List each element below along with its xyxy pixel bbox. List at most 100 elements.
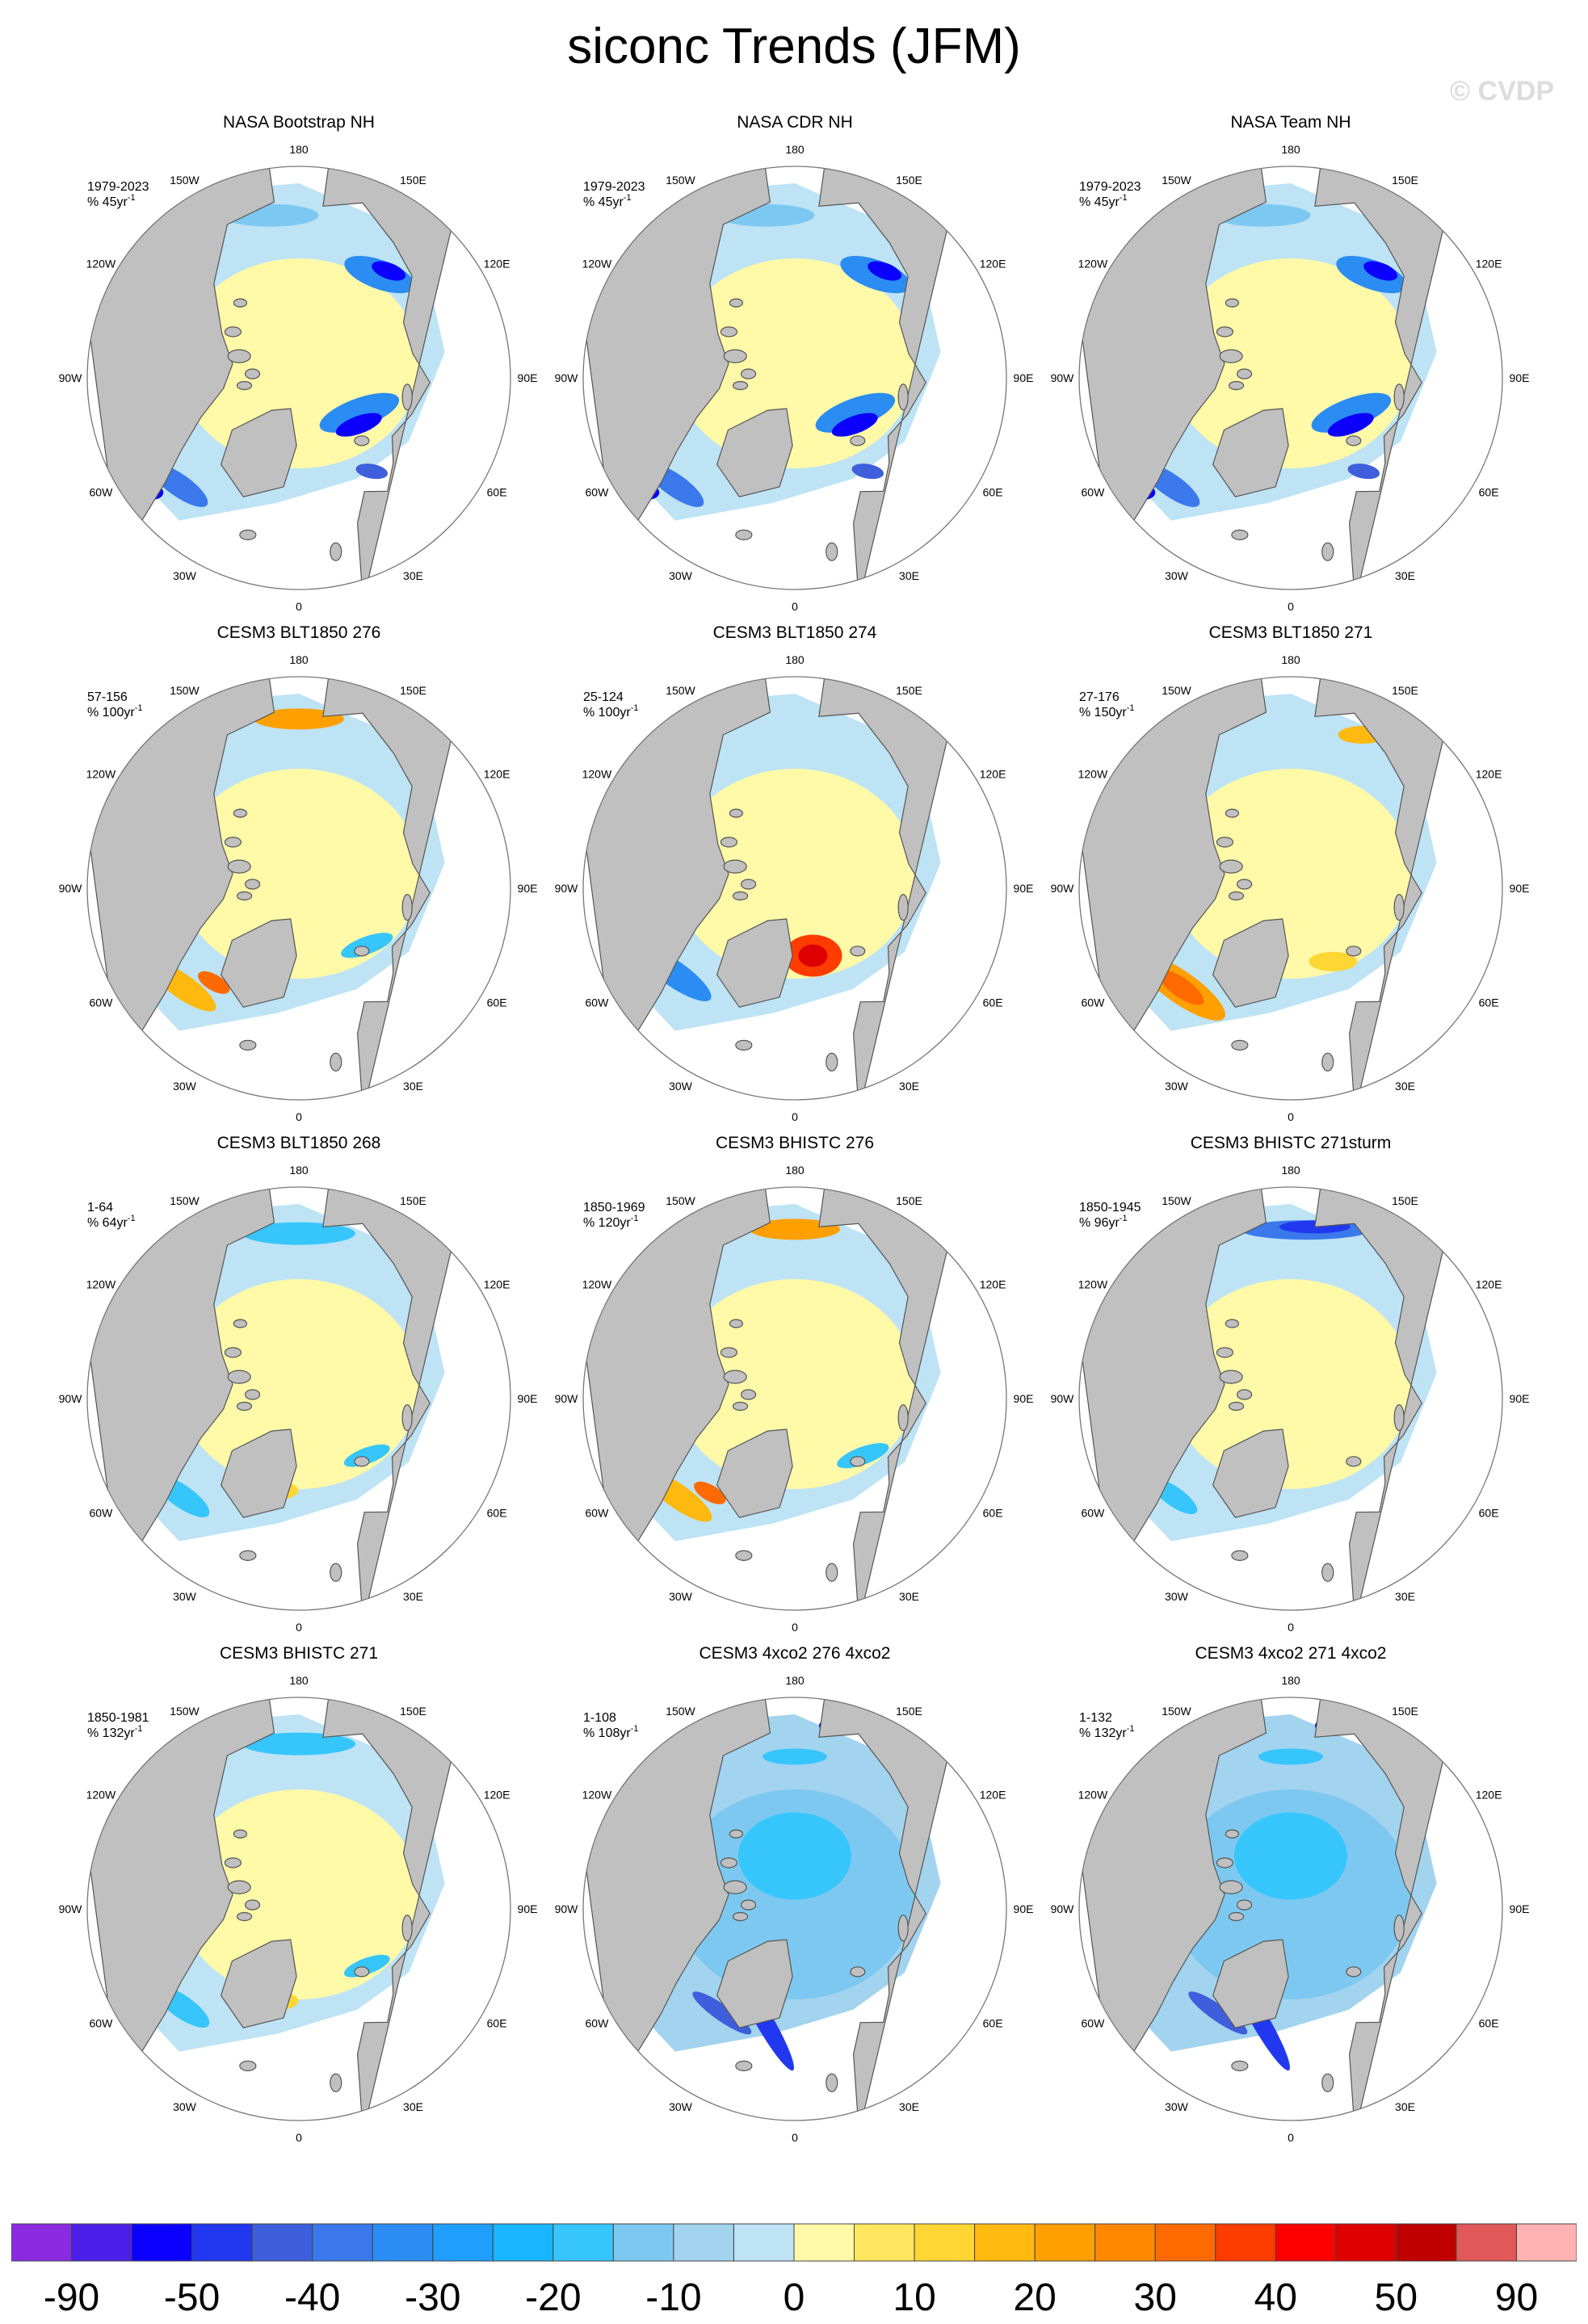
longitude-label: 0 xyxy=(296,600,302,613)
longitude-label: 90W xyxy=(555,1392,579,1405)
colorbar-swatch xyxy=(854,2223,915,2262)
longitude-label: 120W xyxy=(86,1278,116,1291)
longitude-label: 150E xyxy=(896,684,922,697)
longitude-label: 90E xyxy=(1510,1392,1530,1405)
longitude-label: 0 xyxy=(792,2131,798,2144)
map-panel: CESM3 4xco2 276 4xco2 1-108% 108yr-1 180 15… xyxy=(555,1644,1034,2144)
longitude-label: 90E xyxy=(518,1392,538,1405)
longitude-label: 150E xyxy=(1392,1194,1418,1207)
map-panel: CESM3 4xco2 271 4xco2 1-132% 132yr-1 180 15… xyxy=(1051,1644,1530,2144)
panel-title: CESM3 BLT1850 274 xyxy=(713,623,877,642)
panel-trend-units: % 100yr-1 xyxy=(87,703,142,719)
longitude-label: 30E xyxy=(1395,569,1415,582)
longitude-label: 180 xyxy=(289,1674,309,1687)
longitude-label: 90W xyxy=(1051,1392,1075,1405)
map-panel: CESM3 BLT1850 276 57-156% 100yr-1 180 150E 1… xyxy=(59,623,538,1123)
longitude-label: 150E xyxy=(400,174,426,187)
longitude-label: 150E xyxy=(896,1194,922,1207)
longitude-label: 0 xyxy=(296,2131,302,2144)
panel-period: 57-156 xyxy=(87,690,128,704)
longitude-label: 120W xyxy=(86,768,116,781)
longitude-label: 60W xyxy=(1082,2017,1106,2030)
longitude-label: 30E xyxy=(403,1080,423,1093)
longitude-label: 150W xyxy=(666,1705,695,1718)
colorbar-swatch xyxy=(1215,2223,1276,2262)
longitude-label: 120W xyxy=(582,1278,612,1291)
colorbar-tick-label: 40 xyxy=(1254,2276,1297,2319)
colorbar-tick-label: -10 xyxy=(645,2276,702,2319)
panel-trend-units: % 45yr-1 xyxy=(87,193,136,209)
colorbar-tick-label: 20 xyxy=(1013,2276,1057,2319)
longitude-label: 150W xyxy=(170,684,200,697)
longitude-label: 150E xyxy=(1392,1705,1418,1718)
panel-period: 1-132 xyxy=(1079,1711,1112,1725)
panel-title: NASA CDR NH xyxy=(737,113,853,132)
map-boundary xyxy=(1078,1697,1503,2121)
longitude-label: 150E xyxy=(1392,174,1418,187)
longitude-label: 60E xyxy=(1479,486,1499,499)
colorbar-swatch xyxy=(1456,2223,1517,2262)
longitude-label: 0 xyxy=(296,1110,302,1123)
panel-trend-units: % 108yr-1 xyxy=(583,1724,638,1740)
longitude-label: 60W xyxy=(90,1507,114,1520)
longitude-label: 60E xyxy=(1479,2017,1499,2030)
panel-title: CESM3 BHISTC 271sturm xyxy=(1191,1134,1392,1152)
panel-trend-units: % 100yr-1 xyxy=(583,703,638,719)
watermark: © CVDP xyxy=(1450,76,1554,107)
longitude-label: 60E xyxy=(983,486,1003,499)
longitude-label: 120E xyxy=(484,1789,510,1802)
longitude-label: 60E xyxy=(983,1507,1003,1520)
longitude-label: 120E xyxy=(484,768,510,781)
longitude-label: 60E xyxy=(1479,996,1499,1009)
panel-trend-units: % 120yr-1 xyxy=(583,1214,638,1230)
colorbar-swatch xyxy=(251,2223,313,2262)
longitude-label: 30E xyxy=(899,1080,919,1093)
longitude-label: 30E xyxy=(899,569,919,582)
longitude-label: 60E xyxy=(487,486,507,499)
longitude-label: 150W xyxy=(666,684,695,697)
map-boundary xyxy=(582,166,1007,590)
panel-trend-units: % 45yr-1 xyxy=(583,193,632,209)
longitude-label: 60W xyxy=(1082,996,1106,1009)
longitude-label: 90W xyxy=(59,371,83,384)
map-panel: CESM3 BLT1850 274 25-124% 100yr-1 180 150E 1… xyxy=(555,623,1034,1123)
colorbar-tick-label: -40 xyxy=(284,2276,341,2319)
longitude-label: 60W xyxy=(90,996,114,1009)
longitude-label: 90E xyxy=(1510,1902,1530,1915)
colorbar-swatch xyxy=(974,2223,1036,2262)
colorbar-swatch xyxy=(432,2223,494,2262)
colorbar-swatch xyxy=(372,2223,434,2262)
longitude-label: 30E xyxy=(403,2100,423,2113)
colorbar-swatch xyxy=(1395,2223,1457,2262)
longitude-label: 30W xyxy=(669,1080,693,1093)
longitude-label: 60W xyxy=(586,486,610,499)
longitude-label: 30W xyxy=(1165,1590,1189,1603)
map-boundary xyxy=(1078,166,1503,590)
colorbar xyxy=(11,2223,1577,2262)
polar-map xyxy=(1079,1187,1502,1610)
longitude-label: 60W xyxy=(586,2017,610,2030)
map-panel: CESM3 BHISTC 276 1850-1969% 120yr-1 180 150… xyxy=(555,1134,1034,1634)
colorbar-swatch xyxy=(612,2223,674,2262)
map-boundary xyxy=(1078,676,1503,1101)
panel-trend-units: % 96yr-1 xyxy=(1079,1214,1128,1230)
colorbar-swatch xyxy=(191,2223,253,2262)
longitude-label: 90E xyxy=(1014,882,1034,895)
panel-period: 1850-1981 xyxy=(87,1711,149,1725)
map-boundary xyxy=(86,1697,511,2121)
colorbar-swatch xyxy=(1034,2223,1096,2262)
polar-map xyxy=(87,166,510,589)
colorbar-swatch xyxy=(733,2223,795,2262)
polar-map xyxy=(87,1187,510,1610)
longitude-label: 180 xyxy=(785,1674,805,1687)
longitude-label: 90E xyxy=(1510,882,1530,895)
longitude-label: 0 xyxy=(1288,1110,1294,1123)
panel-title: NASA Bootstrap NH xyxy=(223,113,375,132)
longitude-label: 180 xyxy=(785,653,805,666)
colorbar-labels: -90 -50 -40 -30 -20 -10 0 10 20 30 40 50 90 xyxy=(0,2276,1588,2324)
longitude-label: 30E xyxy=(403,1590,423,1603)
longitude-label: 150E xyxy=(896,1705,922,1718)
panel-period: 27-176 xyxy=(1079,690,1120,704)
longitude-label: 30E xyxy=(1395,2100,1415,2113)
colorbar-swatch xyxy=(1094,2223,1156,2262)
